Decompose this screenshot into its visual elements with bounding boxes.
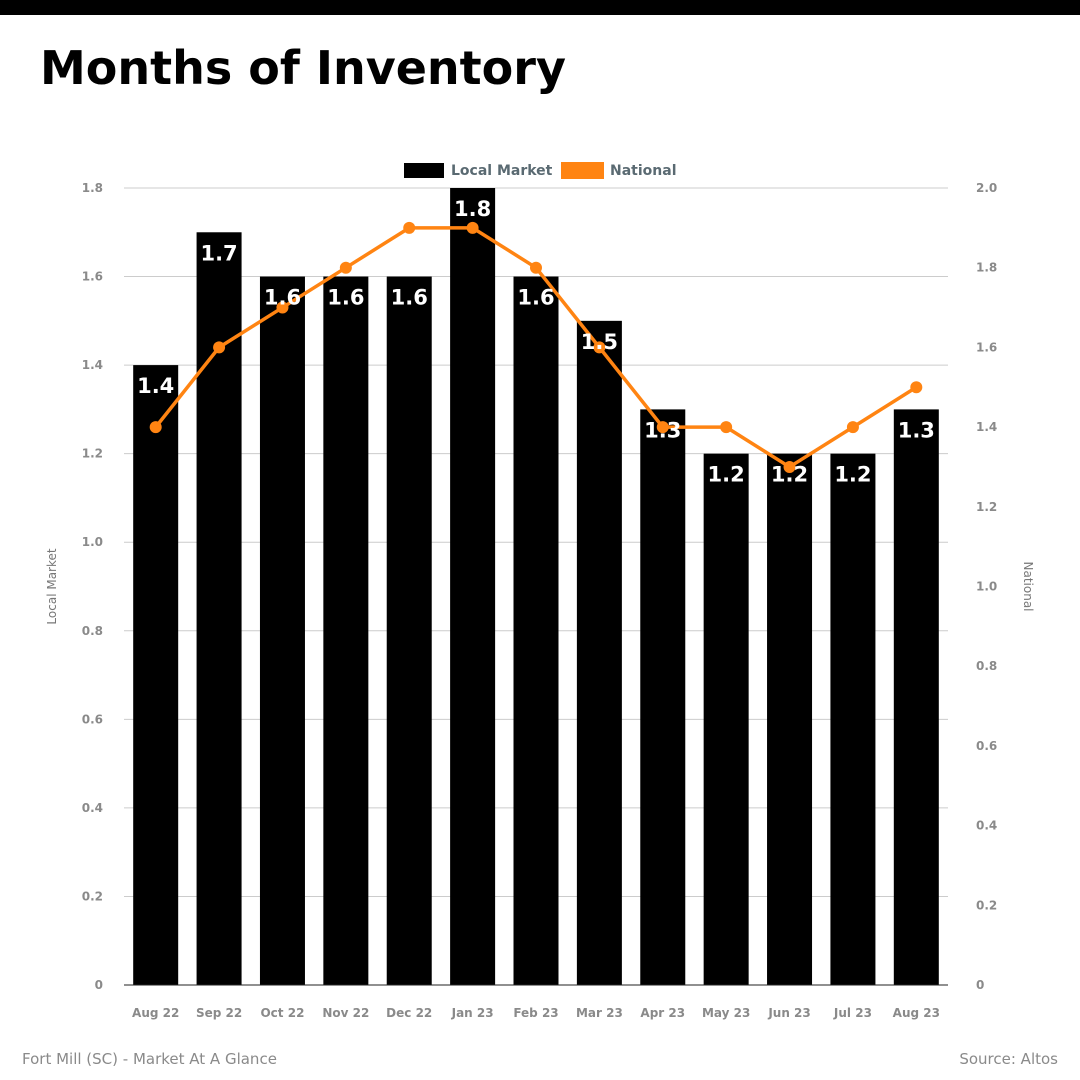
national-point — [403, 221, 416, 234]
y-axis-tick-label: 1.8 — [82, 181, 103, 195]
bar-local-market — [450, 188, 496, 985]
bar-data-label: 1.6 — [327, 286, 364, 310]
y-axis-tick-label: 0.2 — [82, 889, 103, 903]
bar-local-market — [767, 453, 813, 986]
local-market-bars — [133, 188, 939, 986]
x-axis-tick-label: Jun 23 — [767, 1006, 810, 1020]
axes: 0 0.2 0.4 0.6 0.8 1.0 1.2 1.4 1.6 1.8 0 0.2 0.4 0.6 0.… — [45, 181, 1035, 1020]
bar-local-market — [386, 276, 432, 985]
bar-local-market — [259, 276, 305, 985]
bar-data-label: 1.6 — [517, 286, 554, 310]
y-axis-tick-label: 0.8 — [82, 624, 103, 638]
bar-data-label: 1.2 — [708, 463, 745, 487]
national-point — [846, 421, 859, 434]
y2-axis-tick-label: 0.2 — [976, 898, 997, 912]
y2-axis-tick-label: 1.2 — [976, 500, 997, 514]
x-axis-tick-label: Jan 23 — [451, 1006, 494, 1020]
x-axis-tick-label: Oct 22 — [260, 1006, 304, 1020]
bar-local-market — [703, 453, 749, 986]
legend-swatch-national — [561, 162, 604, 179]
chart-legend: Local Market National — [404, 162, 677, 179]
y-axis-tick-label: 1.0 — [82, 535, 103, 549]
y-axis-tick-label: 1.6 — [82, 270, 103, 284]
legend-swatch-local-market — [404, 163, 444, 178]
x-axis-tick-label: Apr 23 — [640, 1006, 685, 1020]
bar-local-market — [576, 320, 622, 985]
national-point — [339, 261, 352, 274]
national-point — [656, 421, 669, 434]
x-axis-tick-label: Aug 22 — [132, 1006, 179, 1020]
bar-local-market — [893, 409, 939, 985]
x-axis-tick-label: Feb 23 — [513, 1006, 558, 1020]
bar-data-labels: 1.4 1.7 1.6 1.6 1.6 1.8 1.6 1.5 1.3 1.2 1.2 1.2 1.3 — [137, 197, 935, 487]
x-axis-tick-label: Jul 23 — [833, 1006, 872, 1020]
bar-data-label: 1.2 — [771, 463, 808, 487]
bar-data-label: 1.7 — [200, 241, 237, 265]
footer-market-name: Fort Mill (SC) - Market At A Glance — [22, 1050, 277, 1068]
bar-local-market — [513, 276, 559, 985]
national-point — [276, 301, 289, 314]
x-axis-tick-label: Aug 23 — [893, 1006, 940, 1020]
national-point — [910, 381, 923, 394]
y2-axis-tick-label: 1.0 — [976, 580, 997, 594]
national-point — [466, 221, 479, 234]
national-point — [213, 341, 226, 354]
national-point — [593, 341, 606, 354]
y2-axis-title: National — [1021, 561, 1035, 611]
bar-local-market — [133, 365, 179, 986]
y-axis-tick-label: 0 — [95, 978, 103, 992]
x-axis-tick-label: Dec 22 — [386, 1006, 432, 1020]
y-axis-tick-label: 0.6 — [82, 712, 103, 726]
y2-axis-tick-label: 0.4 — [976, 819, 997, 833]
y2-axis-tick-label: 0.8 — [976, 659, 997, 673]
bar-data-label: 1.4 — [137, 374, 174, 398]
page-title: Months of Inventory — [40, 41, 566, 95]
bar-local-market — [196, 232, 242, 985]
bar-data-label: 1.3 — [898, 418, 935, 442]
national-point — [530, 261, 542, 274]
bar-data-label: 1.5 — [581, 330, 618, 354]
x-axis-tick-label: Sep 22 — [196, 1006, 242, 1020]
bar-local-market — [830, 453, 876, 986]
y2-axis-tick-label: 0.6 — [976, 739, 997, 753]
national-line — [149, 221, 923, 473]
x-axis-tick-label: Nov 22 — [322, 1006, 369, 1020]
x-axis-tick-label: May 23 — [702, 1006, 750, 1020]
y2-axis-tick-label: 2.0 — [976, 181, 997, 195]
footer-source: Source: Altos — [959, 1050, 1058, 1068]
y-axis-tick-label: 1.2 — [82, 447, 103, 461]
bar-data-label: 1.3 — [644, 418, 681, 442]
legend-label-local-market: Local Market — [451, 163, 553, 179]
national-point — [783, 460, 796, 473]
y2-axis-tick-label: 0 — [976, 978, 984, 992]
y-axis-title: Local Market — [45, 548, 59, 624]
y-axis-tick-label: 0.4 — [82, 801, 103, 815]
national-point — [720, 421, 733, 434]
bar-data-label: 1.8 — [454, 197, 491, 221]
bar-data-label: 1.6 — [391, 286, 428, 310]
y2-axis-tick-label: 1.4 — [976, 420, 997, 434]
bar-local-market — [640, 409, 686, 985]
bar-data-label: 1.6 — [264, 286, 301, 310]
x-axis-tick-label: Mar 23 — [576, 1006, 623, 1020]
bar-data-label: 1.2 — [834, 463, 871, 487]
bar-local-market — [323, 276, 369, 985]
legend-label-national: National — [610, 163, 677, 179]
y2-axis-tick-label: 1.6 — [976, 340, 997, 354]
y2-axis-tick-label: 1.8 — [976, 261, 997, 275]
y-axis-tick-label: 1.4 — [82, 358, 103, 372]
top-bar — [0, 0, 1080, 15]
national-point — [149, 421, 162, 434]
